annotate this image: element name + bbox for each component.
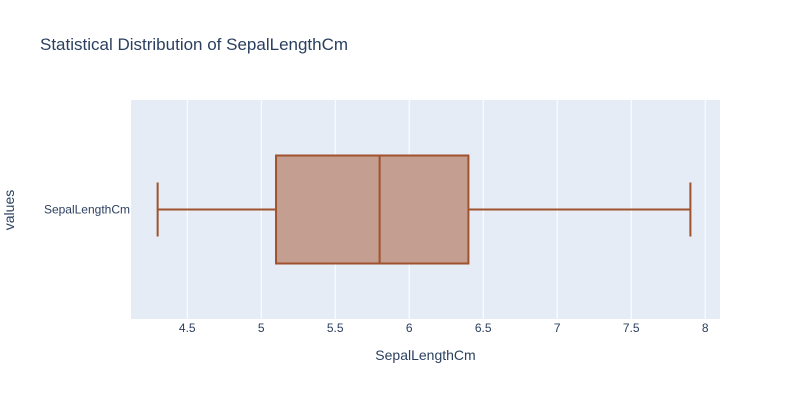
y-tick-label: SepalLengthCm	[44, 203, 130, 217]
x-tick-label: 5.5	[327, 321, 344, 335]
x-tick-label: 7	[554, 321, 561, 335]
y-tick-labels: SepalLengthCm	[44, 203, 130, 217]
x-tick-label: 4.5	[179, 321, 196, 335]
box-plot	[156, 154, 692, 265]
x-tick-label: 6.5	[475, 321, 492, 335]
iqr-box	[275, 154, 470, 265]
x-tick-labels: 4.5 5 5.5 6 6.5 7 7.5 8	[179, 321, 709, 335]
x-tick-label: 7.5	[623, 321, 640, 335]
x-tick-label: 5	[258, 321, 265, 335]
chart-title: Statistical Distribution of SepalLengthC…	[40, 35, 348, 54]
x-axis-title: SepalLengthCm	[375, 347, 475, 363]
x-tick-label: 8	[702, 321, 709, 335]
y-axis-title: values	[1, 190, 17, 230]
x-tick-label: 6	[406, 321, 413, 335]
